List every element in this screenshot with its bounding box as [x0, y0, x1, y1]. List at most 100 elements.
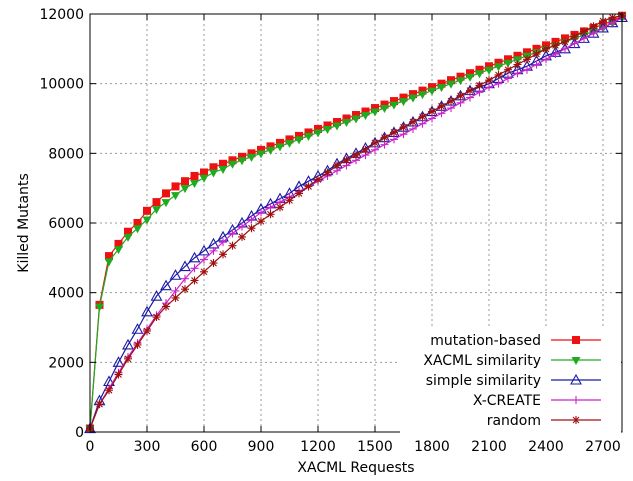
data-point	[209, 259, 218, 268]
data-point	[238, 222, 246, 231]
data-point	[266, 210, 275, 219]
data-point	[209, 163, 218, 172]
data-point	[209, 246, 218, 255]
data-point	[371, 104, 379, 113]
data-point	[95, 303, 104, 312]
data-point	[390, 128, 398, 137]
data-point	[342, 114, 351, 123]
data-point	[114, 246, 123, 255]
data-point	[142, 216, 152, 225]
data-point	[228, 241, 237, 250]
data-point	[162, 302, 170, 311]
data-point	[504, 55, 512, 64]
data-point	[380, 133, 389, 142]
data-point	[570, 39, 579, 48]
data-point	[361, 145, 370, 154]
data-point	[370, 108, 380, 117]
data-point	[228, 229, 237, 238]
data-point	[503, 59, 513, 68]
data-point	[285, 139, 294, 148]
x-tick-label: 2400	[528, 439, 564, 455]
data-point	[437, 102, 446, 111]
data-point	[418, 91, 427, 100]
data-point	[361, 107, 370, 116]
data-point	[428, 83, 436, 92]
y-tick-label: 2000	[48, 355, 84, 371]
data-point	[371, 138, 379, 147]
data-point	[371, 145, 379, 154]
data-point	[181, 285, 189, 294]
axis-ticks: 0 300 600 900 1200 1500 1800 2100 2400 2700 0 2000 4…	[39, 7, 622, 455]
x-tick-label: 2100	[471, 439, 507, 455]
data-point	[409, 90, 417, 99]
data-point	[266, 142, 275, 151]
data-point	[199, 174, 209, 183]
data-point	[589, 22, 598, 31]
data-point	[124, 227, 132, 236]
data-point	[314, 124, 322, 133]
data-point	[599, 23, 607, 32]
data-point	[257, 208, 265, 217]
data-point	[257, 145, 265, 154]
data-point	[484, 66, 494, 75]
data-point	[276, 138, 284, 147]
x-tick-label: 2700	[585, 439, 621, 455]
data-point	[247, 149, 256, 158]
data-point	[238, 152, 246, 161]
data-point	[532, 44, 541, 53]
data-point	[323, 168, 332, 177]
data-point	[399, 98, 408, 107]
legend-swatch-marker	[572, 336, 580, 344]
data-point	[169, 269, 182, 280]
data-point	[399, 93, 408, 102]
data-point	[295, 189, 303, 198]
data-point	[599, 16, 607, 25]
data-point	[112, 356, 125, 367]
data-point	[513, 69, 522, 78]
data-point	[181, 274, 189, 283]
data-point	[494, 63, 503, 72]
data-point	[247, 224, 256, 233]
data-point	[333, 117, 341, 126]
data-point	[171, 293, 180, 302]
y-tick-label: 10000	[39, 77, 84, 93]
data-point	[390, 135, 398, 144]
data-point	[219, 159, 227, 168]
data-point	[561, 37, 569, 46]
data-point	[513, 60, 522, 69]
data-point	[428, 114, 436, 123]
data-point	[456, 98, 465, 107]
data-point	[504, 74, 512, 83]
data-point	[228, 156, 237, 165]
legend-swatch-marker	[570, 373, 582, 385]
data-point	[361, 112, 370, 121]
data-point	[323, 121, 332, 130]
data-point	[352, 151, 360, 160]
data-point	[485, 83, 493, 92]
data-point	[513, 56, 522, 65]
data-point	[171, 182, 180, 191]
data-point	[285, 135, 294, 144]
data-point	[389, 101, 399, 110]
data-point	[580, 34, 588, 43]
data-point	[162, 189, 170, 198]
data-point	[485, 62, 493, 71]
data-point	[190, 264, 199, 273]
data-point	[141, 305, 153, 317]
data-point	[437, 84, 446, 93]
series-4	[86, 11, 626, 433]
data-point	[475, 65, 484, 74]
data-point	[408, 94, 418, 103]
data-point	[465, 73, 475, 82]
data-point	[179, 260, 191, 272]
data-point	[188, 251, 201, 263]
data-point	[333, 161, 341, 170]
data-point	[390, 97, 398, 106]
x-tick-label: 1200	[300, 439, 336, 455]
data-point	[551, 50, 560, 59]
data-point	[456, 91, 465, 100]
data-point	[257, 217, 265, 226]
data-point	[190, 179, 199, 188]
legend: mutation-based XACML similarity simple sim…	[400, 326, 621, 434]
data-point	[380, 105, 389, 114]
